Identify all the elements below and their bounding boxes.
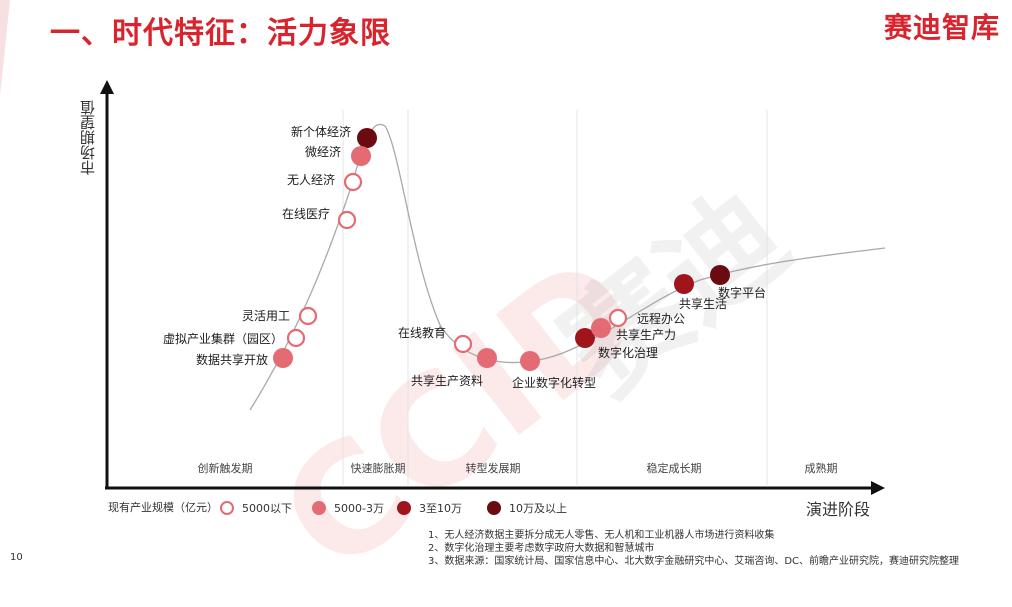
x-axis-arrow-icon (871, 481, 885, 495)
footnotes: 1、无人经济数据主要拆分成无人零售、无人机和工业机器人市场进行资料收集 2、数字… (428, 529, 959, 568)
item-label: 在线医疗 (282, 207, 331, 221)
ring-swatch-icon (220, 501, 234, 515)
item-label: 微经济 (305, 145, 342, 159)
footnote: 1、无人经济数据主要拆分成无人零售、无人机和工业机器人市场进行资料收集 (428, 530, 775, 541)
x-axis-label: 演进阶段 (806, 500, 871, 519)
legend-title: 现有产业规模（亿元） (108, 501, 218, 514)
legend-item-small: 5000以下 (220, 499, 292, 517)
legend-label: 10万及以上 (509, 502, 567, 515)
phase-label-expansion: 快速膨胀期 (350, 462, 406, 475)
light-swatch-icon (312, 501, 326, 515)
item-label: 远程办公 (637, 312, 686, 326)
scale-marker (575, 328, 595, 348)
item-label: 企业数字化转型 (512, 376, 597, 390)
dark-swatch-icon (487, 501, 501, 515)
item-label: 共享生产力 (616, 328, 677, 342)
scale-marker (608, 308, 628, 328)
legend-label: 5000以下 (242, 502, 292, 515)
legend-item-medium: 5000-3万 (312, 499, 384, 517)
page-title: 一、时代特征：活力象限 (50, 16, 391, 51)
scale-marker (357, 128, 377, 148)
corner-decoration (0, 0, 10, 96)
phase-label-innovation: 创新触发期 (197, 462, 253, 475)
scale-marker (337, 210, 357, 230)
legend-label: 5000-3万 (334, 502, 384, 515)
footnote: 2、数字化治理主要考虑数字政府大数据和智慧城市 (428, 543, 655, 554)
item-label: 在线教育 (398, 326, 447, 340)
brand-logo: 赛迪智库 (883, 11, 1000, 44)
scale-markers (273, 128, 730, 371)
item-label: 无人经济 (287, 173, 336, 187)
scale-marker (453, 334, 473, 354)
scale-marker (520, 351, 540, 371)
legend-item-large: 3至10万 (397, 499, 462, 517)
scale-marker (298, 306, 318, 326)
hype-cycle-chart (100, 80, 886, 495)
scale-marker (477, 348, 497, 368)
legend-item-xlarge: 10万及以上 (487, 499, 567, 517)
item-label: 共享生活 (679, 297, 728, 311)
scale-marker (591, 318, 611, 338)
item-label: 数字平台 (718, 286, 767, 300)
mid-swatch-icon (397, 501, 411, 515)
item-label: 共享生产资料 (411, 374, 484, 388)
y-axis-arrow-icon (100, 80, 114, 94)
page-number: 10 (10, 552, 23, 563)
phase-label-mature: 成熟期 (804, 462, 838, 475)
y-axis-label: 市场期望值 (79, 100, 97, 175)
item-label: 数字化治理 (598, 346, 659, 360)
hype-curve (249, 123, 886, 411)
scale-marker (710, 265, 730, 285)
scale-marker (351, 146, 371, 166)
legend-label: 3至10万 (419, 502, 462, 515)
item-label: 新个体经济 (291, 125, 352, 139)
footnote: 3、数据来源：国家统计局、国家信息中心、北大数字金融研究中心、艾瑞咨询、DC、前… (428, 556, 960, 567)
scale-marker (286, 328, 306, 348)
item-label: 数据共享开放 (196, 353, 269, 367)
scale-marker (674, 274, 694, 294)
phase-label-transformation: 转型发展期 (465, 462, 521, 475)
phase-label-stable-growth: 稳定成长期 (646, 462, 702, 475)
item-label: 虚拟产业集群（园区） (163, 332, 284, 346)
item-label: 灵活用工 (242, 309, 291, 323)
scale-marker (343, 172, 363, 192)
scale-marker (273, 348, 293, 368)
